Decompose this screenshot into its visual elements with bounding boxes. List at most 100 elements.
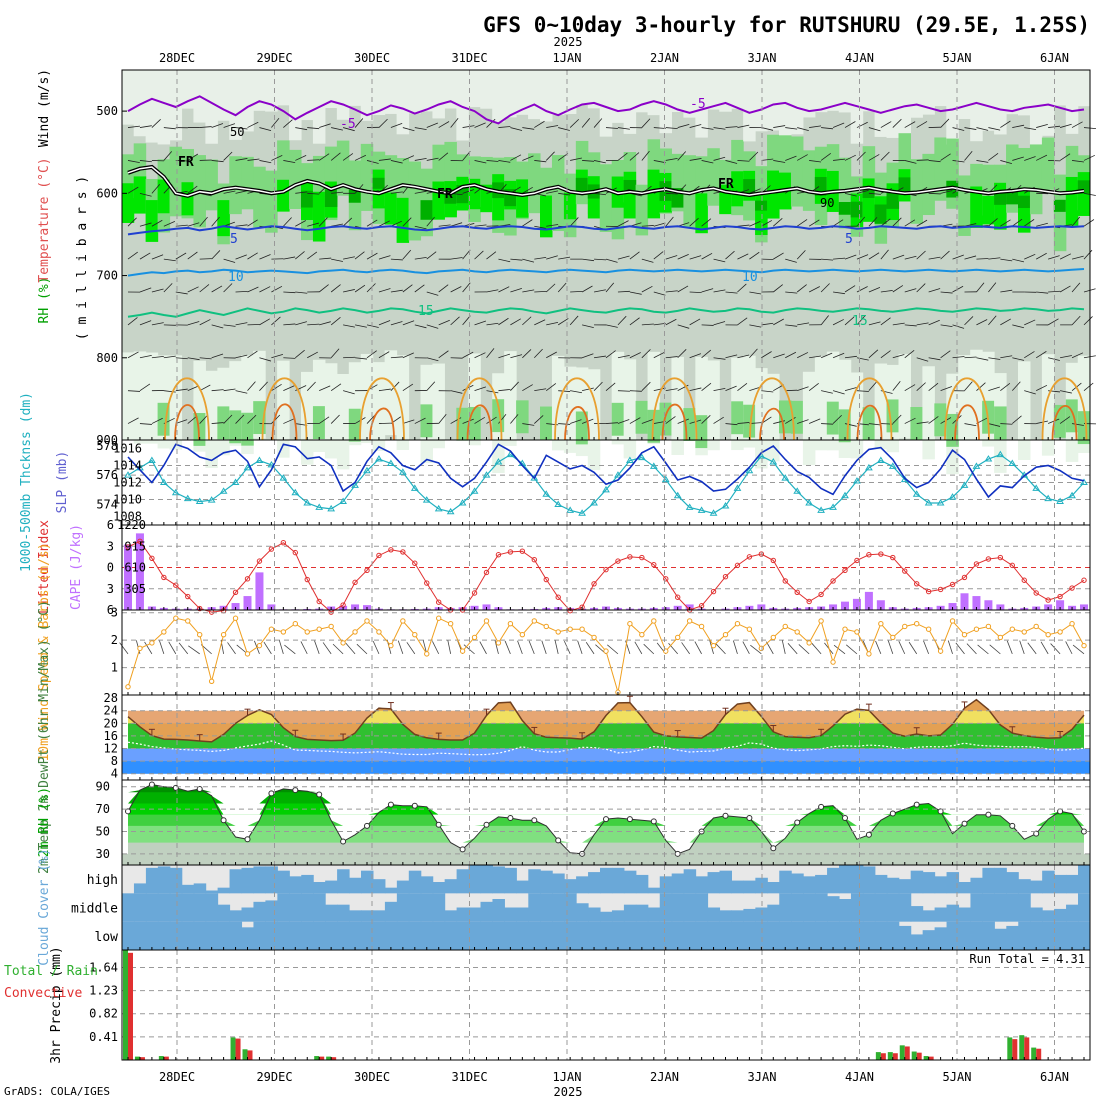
precip-legend-total: Total / Rain — [4, 964, 98, 979]
wind-barb — [366, 324, 379, 328]
wind-barb — [689, 217, 699, 227]
cape-bar — [960, 593, 969, 610]
thickness-marker — [291, 488, 300, 496]
wind-barb — [809, 160, 822, 163]
wind-barb — [259, 127, 272, 132]
lifted-index-marker — [866, 552, 872, 558]
wind-barb — [665, 318, 677, 326]
lifted-index-marker — [937, 586, 944, 593]
wind-barb — [1071, 255, 1084, 260]
wind-barb — [259, 318, 270, 326]
precip-total-bar — [158, 1056, 164, 1060]
thickness-marker — [829, 503, 837, 510]
p3-left-tick: 3 — [107, 582, 114, 596]
rh-wet-cell — [862, 178, 876, 222]
wind-barb — [510, 414, 519, 424]
cape-bar — [1056, 600, 1065, 610]
wind-barb — [1012, 324, 1025, 329]
wind-speed-marker — [890, 634, 896, 641]
wind-barb — [785, 127, 798, 130]
wind-barb — [928, 160, 941, 163]
wind-barb — [701, 127, 714, 130]
cloud-cell-low — [432, 921, 446, 950]
wind-barb — [259, 381, 268, 391]
wind-barb — [557, 318, 569, 326]
cloud-cell-low — [372, 921, 386, 950]
wind-barb — [390, 356, 403, 359]
cloud-cell-middle — [265, 900, 278, 922]
rh-marker — [244, 836, 251, 843]
wind-speed-marker — [830, 659, 836, 665]
dewpt-band-low — [122, 761, 1090, 774]
cloud-cell-middle — [253, 901, 266, 922]
cape-bar — [231, 603, 240, 610]
lifted-index-marker — [185, 593, 191, 600]
wind-speed-marker — [280, 629, 287, 635]
cloud-cell-middle — [456, 907, 470, 922]
wind-barb — [653, 251, 664, 260]
rh-marker — [794, 819, 801, 826]
thickness-marker — [267, 460, 276, 468]
rh-dry-cell — [1041, 70, 1055, 136]
rh-marker — [172, 784, 179, 791]
cloud-cell-middle — [193, 893, 207, 922]
wind-barb — [582, 258, 595, 262]
cloud-cell-middle — [743, 908, 756, 922]
thickness-marker — [171, 488, 180, 496]
wind-barb — [558, 256, 571, 260]
cloud-cell-low — [731, 921, 744, 950]
cloud-axis-label: Cloud Cover (%) — [37, 848, 52, 965]
wind-barb-10m — [1065, 641, 1073, 655]
wind-speed-marker — [125, 684, 131, 690]
wind-barb — [223, 123, 236, 128]
wind-barb — [797, 127, 809, 132]
cloud-cell-high — [540, 870, 553, 894]
top-date-5JAN: 5JAN — [943, 51, 972, 65]
rh-dry-cell — [229, 70, 242, 140]
rh-dry-cell — [480, 70, 493, 109]
cloud-row-label-middle: middle — [71, 902, 118, 917]
cape-bar — [876, 600, 885, 610]
wind-barb — [1036, 154, 1048, 161]
wind-barb — [438, 121, 450, 128]
p4-ytick: 2 — [111, 633, 118, 647]
cloud-cell-low — [241, 927, 254, 950]
wind-barb — [546, 255, 558, 260]
wind-barb — [880, 317, 891, 326]
wind-speed-marker — [997, 634, 1004, 641]
cloud-cell-middle — [707, 907, 721, 922]
label-5: 5 — [845, 232, 853, 247]
wind-barb-10m — [989, 644, 1001, 655]
wind-barb — [617, 354, 630, 359]
wind-barb — [797, 322, 810, 326]
wind-barb — [390, 258, 403, 261]
wind-barb — [211, 324, 224, 329]
cape-axis-label: CAPE (J/kg) — [69, 524, 84, 610]
wind-barb — [1059, 253, 1072, 260]
wind-barb — [988, 315, 997, 326]
wind-barb — [330, 152, 341, 161]
rh-marker — [555, 837, 562, 844]
wind-barb — [1036, 384, 1048, 392]
wind-barb — [283, 418, 295, 424]
wind-barb — [725, 126, 738, 128]
rh-moist-cell — [360, 143, 374, 211]
rh-dry-cell — [241, 70, 254, 132]
p8-ytick: 0.82 — [89, 1007, 118, 1021]
rh-wet-cell — [970, 186, 983, 228]
wind-speed-marker — [627, 621, 633, 627]
wind-barb — [127, 251, 138, 260]
temp-25-contour — [271, 403, 298, 441]
wind-barb — [330, 348, 340, 359]
wind-barb — [832, 414, 842, 424]
bottom-date-3JAN: 3JAN — [748, 1070, 777, 1084]
cloud-cell-high — [277, 870, 290, 894]
wind-barb-10m — [479, 641, 487, 655]
rh-dry-cell — [540, 70, 553, 122]
cloud-cell-low — [349, 921, 362, 950]
p1-ytick-label: 500 — [96, 104, 118, 118]
wind-barb — [737, 317, 748, 326]
wind-barb — [773, 252, 784, 260]
wind-barb-10m — [494, 640, 499, 654]
rh-low-moist-cell — [779, 400, 792, 434]
